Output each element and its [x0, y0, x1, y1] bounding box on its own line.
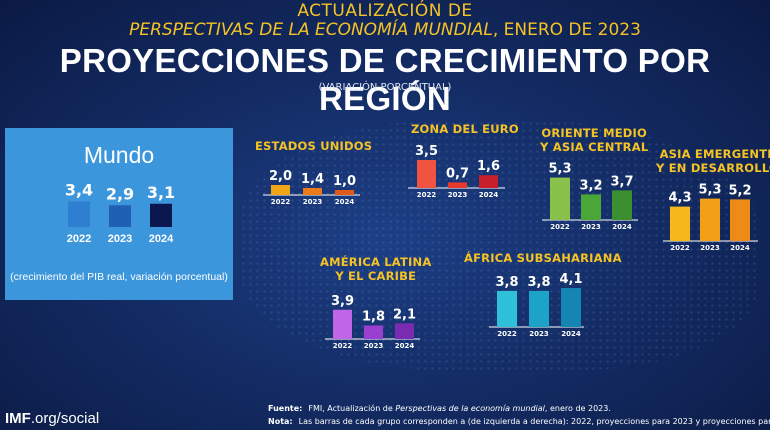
imf-social-link[interactable]: IMF.org/social: [5, 410, 100, 427]
value-label-asia-emergente-2023: 5,3: [698, 183, 721, 198]
page-title: PROYECCIONES DE CRECIMIENTO POR REGIÓN: [59, 42, 711, 117]
value-label-africa-subsahariana-2022: 3,8: [495, 275, 518, 290]
chart-title-oriente-medio: ORIENTE MEDIO Y ASIA CENTRAL: [540, 126, 649, 154]
year-label-oriente-medio-2023: 2023: [581, 223, 601, 231]
value-label-asia-emergente-2024: 5,2: [728, 183, 751, 198]
value-label-america-latina-2022: 3,9: [331, 294, 354, 309]
bar-estados-unidos-2024: [335, 190, 354, 195]
report-name: PERSPECTIVAS DE LA ECONOMÍA MUNDIAL: [129, 20, 493, 40]
bar-zona-del-euro-2023: [448, 182, 467, 188]
bar-mundo-2024: [150, 203, 172, 227]
value-label-asia-emergente-2022: 4,3: [668, 191, 691, 206]
mundo-footnote: (crecimiento del PIB real, variación por…: [10, 271, 228, 283]
page-subtitle: (VARIACIÓN PORCENTUAL): [318, 82, 452, 93]
value-label-america-latina-2024: 2,1: [393, 307, 416, 322]
value-label-africa-subsahariana-2024: 4,1: [559, 272, 582, 287]
bar-oriente-medio-2024: [612, 190, 632, 220]
year-label-america-latina-2023: 2023: [364, 342, 384, 350]
year-label-america-latina-2022: 2022: [333, 342, 353, 350]
bar-america-latina-2022: [333, 309, 352, 339]
year-label-estados-unidos-2024: 2024: [335, 198, 355, 206]
bar-africa-subsahariana-2022: [497, 290, 517, 327]
year-label-asia-emergente-2022: 2022: [670, 244, 690, 252]
value-label-estados-unidos-2024: 1,0: [333, 174, 356, 189]
value-label-america-latina-2023: 1,8: [362, 310, 385, 325]
year-label-mundo-2024: 2024: [149, 233, 174, 245]
value-label-zona-del-euro-2023: 0,7: [446, 166, 469, 181]
year-label-asia-emergente-2023: 2023: [700, 244, 720, 252]
bar-asia-emergente-2023: [700, 198, 720, 241]
value-label-mundo-2022: 3,4: [65, 181, 93, 200]
world-map-background: [240, 120, 760, 370]
chart-title-estados-unidos: ESTADOS UNIDOS: [255, 139, 373, 153]
year-label-africa-subsahariana-2024: 2024: [561, 330, 581, 338]
chart-title-mundo: Mundo: [83, 142, 155, 168]
value-label-zona-del-euro-2024: 1,6: [477, 159, 500, 174]
year-label-oriente-medio-2024: 2024: [612, 223, 632, 231]
report-date: , ENERO DE 2023: [492, 20, 641, 40]
year-label-africa-subsahariana-2022: 2022: [497, 330, 517, 338]
year-label-africa-subsahariana-2023: 2023: [529, 330, 549, 338]
year-label-mundo-2022: 2022: [67, 233, 91, 245]
header-line-1: ACTUALIZACIÓN DE: [297, 1, 473, 21]
value-label-oriente-medio-2023: 3,2: [579, 178, 602, 193]
bar-order-note: Nota: Las barras de cada grupo correspond…: [268, 417, 770, 426]
year-label-mundo-2023: 2023: [108, 233, 132, 245]
year-label-estados-unidos-2022: 2022: [271, 198, 291, 206]
bar-oriente-medio-2023: [581, 194, 601, 220]
year-label-zona-del-euro-2022: 2022: [417, 191, 437, 199]
bar-asia-emergente-2022: [670, 206, 690, 241]
bar-mundo-2023: [109, 205, 131, 227]
bar-america-latina-2024: [395, 323, 414, 339]
chart-title-zona-del-euro: ZONA DEL EURO: [411, 122, 519, 136]
year-label-oriente-medio-2022: 2022: [550, 223, 570, 231]
bar-zona-del-euro-2022: [417, 160, 436, 188]
chart-title-america-latina: AMÉRICA LATINA Y EL CARIBE: [320, 255, 432, 283]
year-label-estados-unidos-2023: 2023: [303, 198, 323, 206]
year-label-america-latina-2024: 2024: [395, 342, 415, 350]
value-label-zona-del-euro-2022: 3,5: [415, 144, 438, 159]
bar-oriente-medio-2022: [550, 177, 570, 220]
chart-title-asia-emergente: ASIA EMERGENTE Y EN DESARROLLO: [656, 147, 770, 175]
value-label-africa-subsahariana-2023: 3,8: [527, 275, 550, 290]
bar-america-latina-2023: [364, 325, 383, 339]
bar-mundo-2022: [68, 201, 90, 227]
bar-africa-subsahariana-2024: [561, 288, 581, 327]
bar-asia-emergente-2024: [730, 199, 750, 241]
bar-estados-unidos-2023: [303, 188, 322, 195]
year-label-asia-emergente-2024: 2024: [730, 244, 750, 252]
value-label-oriente-medio-2022: 5,3: [548, 162, 571, 177]
bar-zona-del-euro-2024: [479, 175, 498, 188]
value-label-estados-unidos-2022: 2,0: [269, 169, 292, 184]
value-label-mundo-2023: 2,9: [106, 184, 134, 203]
value-label-oriente-medio-2024: 3,7: [610, 174, 633, 189]
year-label-zona-del-euro-2024: 2024: [479, 191, 499, 199]
header-line-2: PERSPECTIVAS DE LA ECONOMÍA MUNDIAL, ENE…: [0, 20, 770, 40]
source-note: Fuente: FMI, Actualización de Perspectiva…: [268, 404, 611, 413]
value-label-estados-unidos-2023: 1,4: [301, 172, 324, 187]
bar-africa-subsahariana-2023: [529, 290, 549, 327]
chart-title-africa-subsahariana: ÁFRICA SUBSAHARIANA: [464, 251, 622, 265]
value-label-mundo-2024: 3,1: [147, 183, 175, 202]
bar-estados-unidos-2022: [271, 185, 290, 195]
year-label-zona-del-euro-2023: 2023: [448, 191, 468, 199]
